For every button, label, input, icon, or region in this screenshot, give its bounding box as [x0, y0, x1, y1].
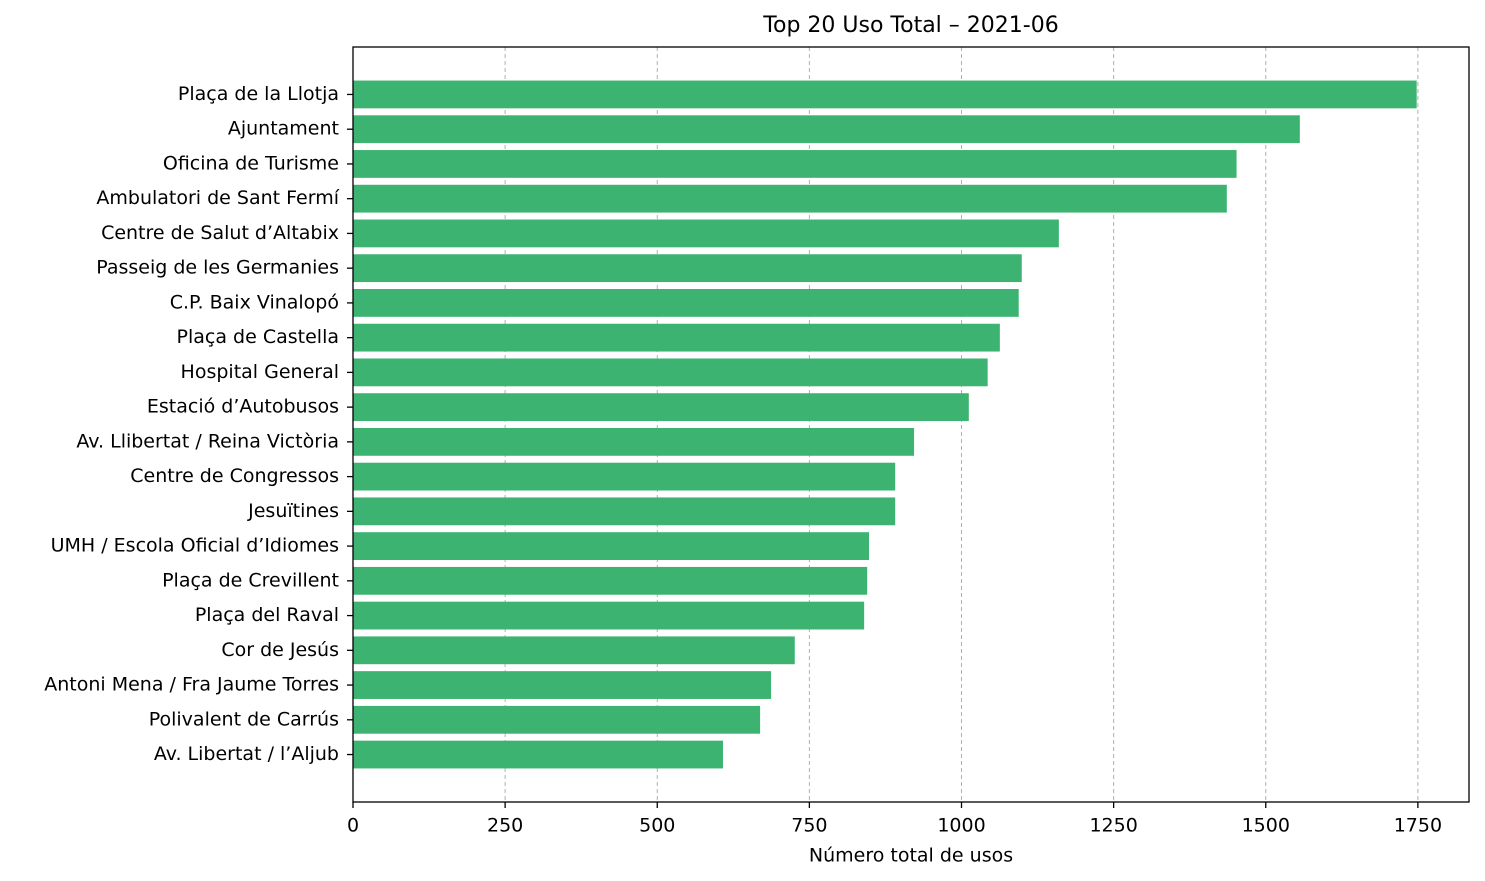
y-tick-label: C.P. Baix Vinalopó [170, 291, 339, 313]
x-axis-label: Número total de usos [809, 845, 1013, 867]
bar [353, 393, 969, 422]
bar [353, 566, 868, 595]
x-tick-label: 250 [487, 815, 523, 837]
x-tick-label: 0 [347, 815, 359, 837]
bar [353, 254, 1022, 283]
x-tick-label: 1500 [1242, 815, 1290, 837]
y-tick-label: Plaça de la Llotja [178, 83, 339, 105]
y-tick-label: Hospital General [181, 361, 339, 383]
bar [353, 705, 761, 734]
y-tick-label: Plaça de Castella [177, 326, 339, 348]
plot-area: 0 250 500 750 1000 1250 1500 1750 Plaça de la Ll… [44, 47, 1442, 837]
chart-title: Top 20 Uso Total – 2021-06 [762, 13, 1058, 38]
axes-frame [352, 46, 1470, 803]
bar [353, 497, 896, 526]
y-tick-label: Oficina de Turisme [163, 152, 339, 174]
bar [353, 289, 1019, 317]
y-tick-label: Plaça del Raval [195, 604, 339, 626]
bar [353, 184, 1227, 213]
bar [353, 671, 772, 699]
y-tick-label: Ajuntament [228, 118, 339, 140]
x-tick-label: 1250 [1089, 815, 1137, 837]
bar [353, 427, 915, 456]
bar [353, 115, 1300, 144]
y-tick-label: Passeig de les Germanies [96, 257, 339, 279]
y-tick-label: Av. Llibertat / Reina Victòria [76, 430, 339, 452]
y-tick-label: Ambulatori de Sant Fermí [96, 187, 339, 209]
y-tick-label: Av. Libertat / l’Aljub [154, 743, 339, 765]
bar [353, 150, 1237, 178]
y-tick-label: Jesuïtines [247, 500, 339, 522]
x-tick-label: 750 [791, 815, 827, 837]
bar [353, 358, 988, 387]
y-tick-label: Antoni Mena / Fra Jaume Torres [44, 674, 339, 696]
y-tick-label: Cor de Jesús [221, 639, 339, 661]
y-tick-label: Polivalent de Carrús [149, 708, 339, 730]
bar [353, 219, 1059, 248]
y-tick-label: Centre de Salut d’Altabix [101, 222, 339, 244]
bar [353, 80, 1417, 109]
y-tick-label: Plaça de Crevillent [162, 569, 339, 591]
bar [353, 601, 865, 630]
y-tick-label: Estació d’Autobusos [147, 396, 339, 418]
y-tick-label: UMH / Escola Oficial d’Idiomes [51, 535, 339, 557]
bar [353, 462, 896, 491]
bar [353, 740, 723, 769]
y-tick-label: Centre de Congressos [130, 465, 339, 487]
bar [353, 323, 1000, 352]
x-tick-label: 1750 [1394, 815, 1442, 837]
x-tick-label: 1000 [937, 815, 985, 837]
bar [353, 532, 870, 560]
x-tick-label: 500 [639, 815, 675, 837]
bar [353, 636, 795, 665]
